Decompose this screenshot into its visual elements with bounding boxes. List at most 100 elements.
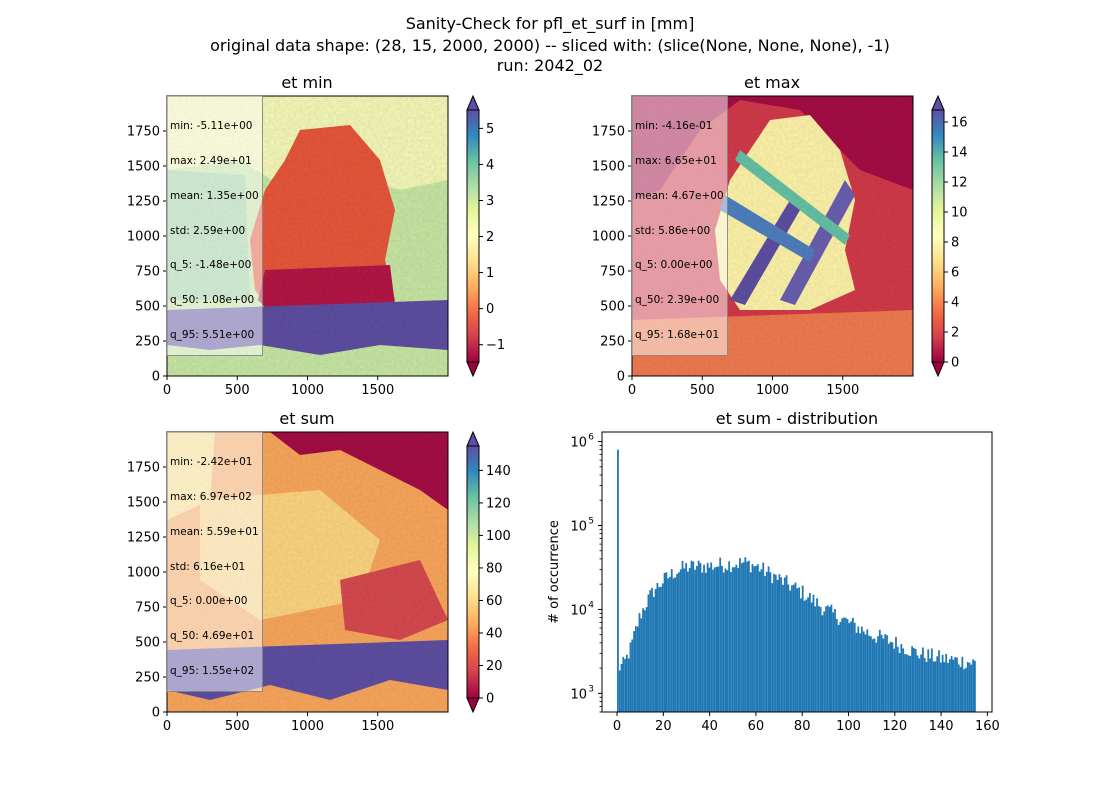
histogram-bar <box>920 654 922 712</box>
histogram-bar <box>651 587 653 712</box>
histogram-bar <box>939 662 942 712</box>
histogram-bar <box>837 624 840 712</box>
stat-line: q_5: -1.48e+00 <box>170 259 252 272</box>
histogram-bar <box>701 572 704 712</box>
histogram-bar <box>631 639 634 712</box>
y-tick-label: 0 <box>617 370 625 385</box>
histogram-bar <box>722 572 725 712</box>
histogram-bar <box>667 578 670 712</box>
stat-line: mean: 5.59e+01 <box>170 525 259 538</box>
x-tick-label: 0 <box>163 719 171 734</box>
histogram-bar <box>617 449 619 712</box>
histogram-bar <box>859 633 861 712</box>
histogram-bar <box>692 561 695 712</box>
histogram-bar <box>945 653 948 712</box>
y-tick-label: 500 <box>135 636 160 651</box>
colorbar-tick-label: 100 <box>486 529 511 544</box>
histogram-bar <box>904 654 906 712</box>
histogram-bar <box>823 611 826 712</box>
y-tick-label: 1500 <box>127 496 160 511</box>
histogram-bar <box>948 659 951 712</box>
histogram-bar <box>785 575 788 712</box>
y-tick-label-exponent: 4 <box>588 600 594 610</box>
histogram-bar <box>624 658 627 712</box>
histogram-bar <box>690 560 693 712</box>
colorbar-tick-label: 14 <box>951 146 968 161</box>
histogram-bar <box>803 600 806 712</box>
x-tick-label: 1000 <box>291 383 324 398</box>
y-tick-label: 1500 <box>127 160 160 175</box>
histogram-bar <box>764 575 766 712</box>
y-tick-label-exponent: 5 <box>588 517 594 527</box>
histogram-bar <box>733 567 736 712</box>
y-tick-label: 500 <box>135 300 160 315</box>
suptitle-line-2: original data shape: (28, 15, 2000, 2000… <box>210 36 890 55</box>
histogram-bar <box>634 626 637 712</box>
histogram-bar <box>898 653 901 712</box>
histogram-bar <box>830 604 833 712</box>
y-tick-label: 10 <box>570 520 587 535</box>
histogram-bar <box>678 572 680 712</box>
histogram-bar <box>744 557 747 712</box>
y-tick-label: 1000 <box>592 230 625 245</box>
histogram-bar <box>728 561 731 712</box>
histogram-bar <box>911 646 914 712</box>
histogram-bar <box>882 638 885 712</box>
stat-line: mean: 4.67e+00 <box>635 189 724 202</box>
y-tick-label: 0 <box>152 370 160 385</box>
colorbar <box>931 109 945 363</box>
histogram-bar <box>886 635 888 712</box>
colorbar-extend-bottom <box>466 697 480 714</box>
colorbar-extend-top <box>466 430 480 447</box>
stat-line: std: 6.16e+01 <box>170 560 246 573</box>
x-tick-label: 60 <box>748 719 765 734</box>
histogram-bar <box>773 573 775 712</box>
histogram-bar <box>704 572 707 712</box>
x-tick-label: 0 <box>613 719 621 734</box>
colorbar-tick-label: 5 <box>486 122 494 137</box>
y-tick-label-exponent: 3 <box>588 684 594 694</box>
histogram-bar <box>871 639 874 712</box>
x-tick-label: 1000 <box>756 383 789 398</box>
histogram-bar <box>936 656 939 712</box>
histogram-frame <box>601 431 993 713</box>
histogram-bar <box>794 582 797 712</box>
histogram-bar <box>832 612 835 712</box>
stat-line: q_50: 2.39e+00 <box>635 294 720 307</box>
histogram-bar <box>715 566 718 712</box>
histogram-bar <box>877 636 879 712</box>
x-tick-label: 0 <box>628 383 636 398</box>
heatmap-axes: 0 500 1000 1500 0 250 500 750 1000 1250 1500 1750 <box>127 461 394 735</box>
stat-line: q_95: 1.55e+02 <box>170 664 255 677</box>
histogram-bar <box>742 562 745 712</box>
y-tick-label: 0 <box>152 706 160 721</box>
histogram-bar <box>895 637 897 712</box>
histogram-bar <box>891 642 894 712</box>
histogram-bar <box>902 648 905 712</box>
panel-title-et-max: et max <box>744 73 800 92</box>
histogram-bar <box>880 634 883 712</box>
panel-title-et-min: et min <box>281 73 332 92</box>
colorbar-tick-label: 0 <box>486 302 494 317</box>
colorbar-extend-top <box>931 94 945 111</box>
histogram-bar <box>866 629 869 712</box>
histogram-bar <box>688 567 691 712</box>
histogram-bar <box>749 572 752 712</box>
histogram-bar <box>959 666 962 712</box>
histogram-bar <box>753 566 756 712</box>
y-tick-label: 1000 <box>127 566 160 581</box>
histogram-bar <box>694 569 696 712</box>
histogram-bar <box>755 565 757 712</box>
histogram-bar <box>697 560 700 712</box>
y-tick-label: 1750 <box>127 461 160 476</box>
histogram-bar <box>947 662 949 712</box>
histogram-bar <box>889 641 892 712</box>
stat-line: q_50: 4.69e+01 <box>170 630 255 643</box>
histogram-bar <box>929 658 931 712</box>
histogram-bar <box>868 635 870 712</box>
histogram-bar <box>884 634 887 712</box>
y-tick-label: 250 <box>600 335 625 350</box>
x-tick-label: 1500 <box>826 383 859 398</box>
histogram-bar <box>710 562 713 712</box>
histogram-bar <box>873 638 876 712</box>
